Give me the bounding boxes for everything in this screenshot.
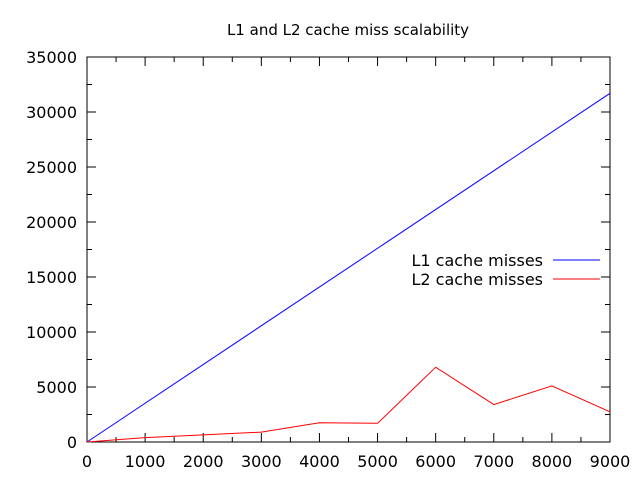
- series-line-l2: [86, 366, 611, 443]
- x-tick-label: 8000: [532, 452, 573, 471]
- y-tick-label: 15000: [26, 268, 77, 287]
- y-tick-label: 30000: [26, 103, 77, 122]
- y-tick-label: 0: [67, 433, 77, 452]
- legend-label: L1 cache misses: [411, 251, 543, 270]
- chart-title: L1 and L2 cache miss scalability: [227, 21, 469, 39]
- x-tick-label: 9000: [590, 452, 631, 471]
- ticks: 0 5000 10000 15000 20000 25000 30000 35000 0 1000…: [26, 48, 630, 471]
- legend-label: L2 cache misses: [411, 270, 543, 289]
- x-tick-label: 2000: [183, 452, 224, 471]
- x-tick-label: 7000: [473, 452, 514, 471]
- axes: [86, 56, 611, 443]
- y-tick-label: 5000: [36, 378, 77, 397]
- x-tick-label: 1000: [125, 452, 166, 471]
- y-tick-label: 25000: [26, 158, 77, 177]
- x-tick-label: 3000: [241, 452, 282, 471]
- y-tick-label: 20000: [26, 213, 77, 232]
- series-lines: [86, 92, 611, 443]
- y-tick-label: 10000: [26, 323, 77, 342]
- y-tick-label: 35000: [26, 48, 77, 67]
- plot-frame: [86, 56, 611, 443]
- x-tick-label: 5000: [357, 452, 398, 471]
- x-tick-label: 0: [82, 452, 92, 471]
- x-tick-label: 4000: [299, 452, 340, 471]
- x-tick-label: 6000: [415, 452, 456, 471]
- series-line-l1: [86, 92, 611, 443]
